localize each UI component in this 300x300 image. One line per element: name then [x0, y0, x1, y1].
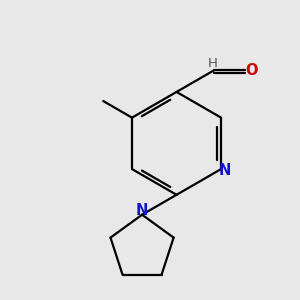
Text: O: O [245, 62, 258, 77]
Text: H: H [207, 57, 217, 70]
Text: N: N [219, 163, 231, 178]
Text: N: N [136, 203, 148, 218]
